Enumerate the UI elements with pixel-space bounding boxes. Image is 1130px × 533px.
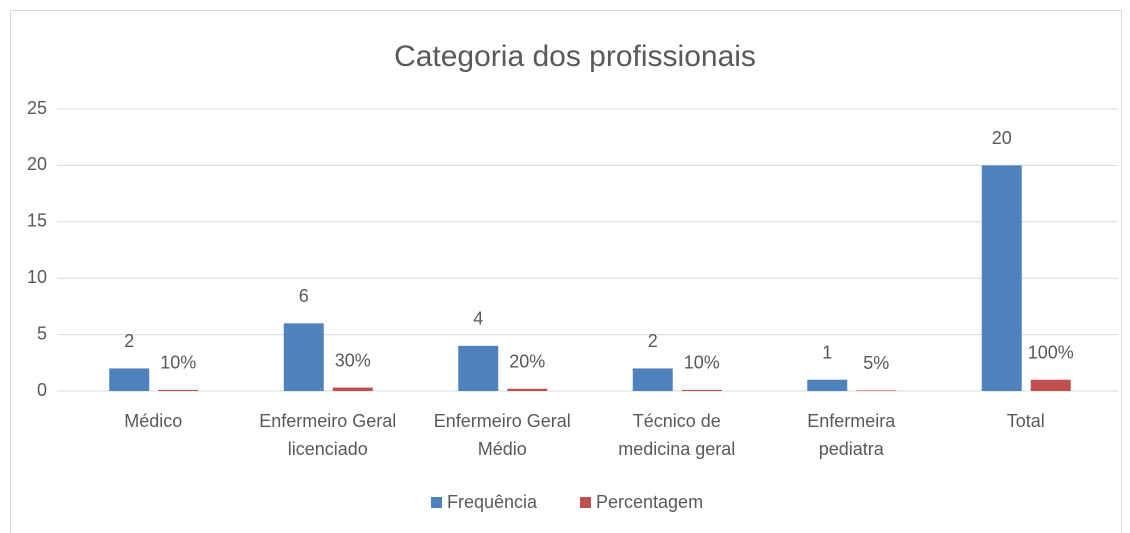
data-label: 2 [124, 331, 134, 351]
legend-label: Percentagem [596, 492, 703, 512]
y-tick-label: 25 [27, 98, 47, 118]
bar [158, 389, 199, 391]
bar [632, 368, 673, 391]
chart-border [10, 10, 1122, 533]
data-label: 100% [1028, 342, 1074, 362]
y-tick-label: 0 [37, 380, 47, 400]
bar [109, 368, 150, 391]
bar [283, 323, 324, 391]
y-tick-label: 10 [27, 267, 47, 287]
data-label: 1 [822, 342, 832, 362]
data-label: 6 [299, 286, 309, 306]
data-label: 20 [992, 128, 1012, 148]
bar [981, 165, 1022, 391]
chart-title: Categoria dos profissionais [394, 40, 756, 73]
legend-swatch [580, 497, 591, 508]
bar [507, 388, 548, 391]
y-tick-label: 20 [27, 154, 47, 174]
legend-label: Frequência [447, 492, 538, 512]
bar [681, 389, 722, 391]
bar [1030, 379, 1071, 391]
x-tick-label: Médico [124, 411, 183, 431]
data-label: 20% [509, 351, 545, 371]
bar [807, 379, 848, 391]
x-tick-label: Técnico de medicina geral [618, 411, 736, 459]
y-tick-label: 15 [27, 211, 47, 231]
bar [856, 390, 897, 391]
x-tick-label: Total [1006, 411, 1045, 431]
bar [458, 345, 499, 391]
data-label: 10% [160, 353, 196, 373]
data-label: 4 [473, 309, 483, 329]
data-label: 30% [335, 350, 371, 370]
data-label: 5% [863, 353, 889, 373]
bar [332, 387, 373, 391]
y-tick-label: 5 [37, 323, 47, 343]
x-tick-label: Enfermeira pediatra [807, 411, 896, 459]
data-label: 2 [648, 331, 658, 351]
x-tick-label: Enfermeiro Geral Médio [433, 411, 571, 459]
legend-swatch [431, 497, 442, 508]
data-label: 10% [684, 353, 720, 373]
x-tick-label: Enfermeiro Geral licenciado [259, 411, 397, 459]
